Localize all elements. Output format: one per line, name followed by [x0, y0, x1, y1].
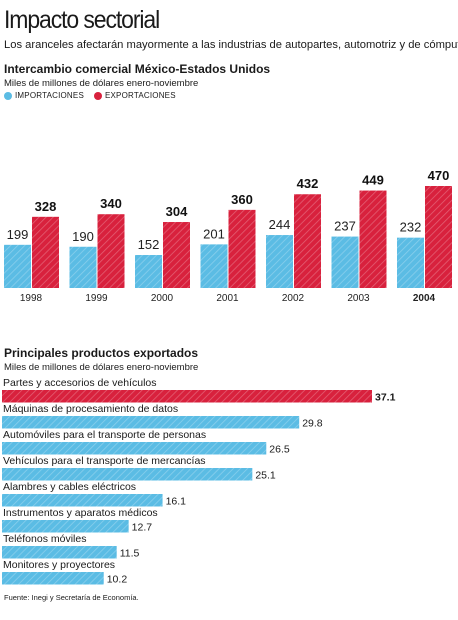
value-label-exportaciones: 304	[166, 204, 188, 219]
source-note: Fuente: Inegi y Secretaría de Economía.	[4, 593, 139, 602]
product-value-label: 37.1	[375, 392, 396, 404]
product-label: Máquinas de procesamiento de datos	[3, 403, 178, 415]
product-bar	[2, 416, 300, 429]
value-label-exportaciones: 449	[362, 173, 384, 188]
value-label-importaciones: 201	[203, 226, 225, 241]
bar-exportaciones	[32, 216, 59, 288]
trade-chart-legend: IMPORTACIONES EXPORTACIONES	[4, 91, 186, 100]
legend-label-exportaciones: EXPORTACIONES	[104, 91, 176, 100]
products-chart-units: Miles de millones de dólares enero-novie…	[4, 362, 199, 373]
product-label: Automóviles para el transporte de person…	[3, 429, 206, 441]
product-bar	[2, 494, 163, 507]
bar-importaciones	[4, 244, 31, 288]
page-title: Impacto sectorial	[4, 6, 160, 34]
x-tick-label: 2003	[347, 293, 370, 304]
products-bar-chart: Partes y accesorios de vehículos 37.1 Máqu…	[2, 377, 396, 586]
product-bar	[2, 442, 267, 455]
bar-importaciones	[266, 235, 293, 288]
bar-exportaciones	[359, 190, 387, 288]
product-label: Partes y accesorios de vehículos	[3, 377, 157, 389]
trade-bar-chart: 199 328 1998 190 340 1999 152 304 2000 201 360 2001…	[4, 168, 452, 304]
x-tick-label: 1999	[85, 293, 108, 304]
bar-importaciones	[331, 236, 359, 288]
value-label-importaciones: 237	[334, 219, 356, 234]
x-tick-label: 2000	[151, 293, 174, 304]
product-label: Vehículos para el transporte de mercancí…	[3, 455, 206, 467]
product-label: Teléfonos móviles	[3, 533, 86, 545]
product-bar	[2, 520, 129, 533]
bar-importaciones	[200, 244, 228, 288]
bar-exportaciones	[228, 209, 256, 288]
x-tick-label: 1998	[20, 293, 43, 304]
value-label-importaciones: 232	[400, 220, 422, 235]
product-bar	[2, 572, 104, 585]
value-label-exportaciones: 360	[231, 192, 253, 207]
value-label-importaciones: 199	[7, 227, 29, 242]
bar-exportaciones	[425, 186, 452, 288]
value-label-importaciones: 190	[72, 229, 94, 244]
product-label: Monitores y proyectores	[3, 559, 115, 571]
page-subtitle: Los aranceles afectarán mayormente a las…	[4, 39, 458, 51]
value-label-exportaciones: 328	[35, 199, 57, 214]
x-tick-label: 2002	[282, 293, 305, 304]
product-bar	[2, 390, 372, 403]
trade-chart-units: Miles de millones de dólares enero-novie…	[4, 78, 199, 89]
value-label-exportaciones: 470	[428, 168, 450, 183]
legend-item-importaciones: IMPORTACIONES	[4, 91, 84, 100]
bar-exportaciones	[163, 222, 190, 288]
bar-importaciones	[135, 255, 162, 288]
value-label-importaciones: 152	[138, 237, 160, 252]
legend-item-exportaciones: EXPORTACIONES	[93, 91, 176, 100]
x-tick-label: 2001	[216, 293, 239, 304]
legend-label-importaciones: IMPORTACIONES	[15, 91, 84, 100]
legend-dot-exportaciones	[93, 91, 102, 100]
product-value-label: 10.2	[107, 574, 128, 586]
bar-importaciones	[69, 246, 97, 288]
products-chart-title: Principales productos exportados	[4, 346, 199, 360]
x-tick-label: 2004	[413, 293, 436, 304]
bar-exportaciones	[97, 214, 125, 288]
product-label: Alambres y cables eléctricos	[3, 481, 136, 493]
product-value-label: 11.5	[120, 548, 140, 560]
product-value-label: 29.8	[302, 418, 323, 430]
value-label-exportaciones: 432	[297, 176, 319, 191]
product-value-label: 26.5	[269, 444, 290, 456]
trade-chart-title: Intercambio comercial México-Estados Uni…	[4, 62, 271, 76]
value-label-importaciones: 244	[269, 217, 291, 232]
product-bar	[2, 546, 117, 559]
product-label: Instrumentos y aparatos médicos	[3, 507, 158, 519]
product-value-label: 25.1	[255, 470, 276, 482]
product-value-label: 12.7	[132, 522, 153, 534]
legend-dot-importaciones	[4, 91, 12, 100]
product-bar	[2, 468, 253, 481]
bar-importaciones	[397, 237, 424, 288]
product-value-label: 16.1	[166, 496, 187, 508]
value-label-exportaciones: 340	[100, 196, 122, 211]
bar-exportaciones	[294, 194, 321, 288]
